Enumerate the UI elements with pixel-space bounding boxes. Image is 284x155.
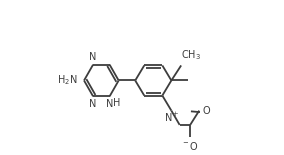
Text: H$_2$N: H$_2$N (57, 74, 77, 87)
Text: N: N (89, 52, 97, 62)
Text: N: N (89, 99, 97, 109)
Text: N: N (106, 99, 113, 109)
Text: CH$_3$: CH$_3$ (181, 48, 201, 62)
Text: $^-$O: $^-$O (181, 140, 199, 152)
Text: H: H (113, 98, 121, 108)
Text: O: O (202, 106, 210, 116)
Text: N$^+$: N$^+$ (164, 111, 179, 124)
